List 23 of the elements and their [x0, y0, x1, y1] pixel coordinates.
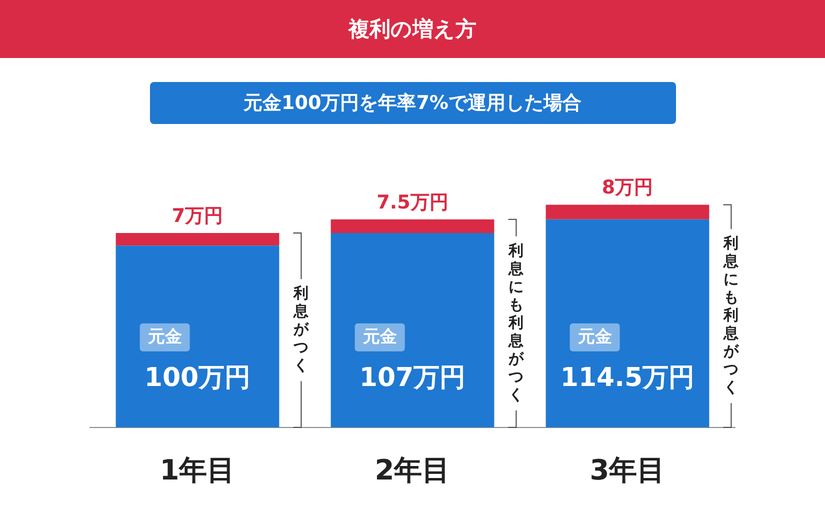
text: 利息にも利息がつく: [508, 241, 524, 404]
chart-title: 複利の増え方: [0, 0, 825, 58]
bar: [330, 219, 494, 233]
data-label: 107万円: [359, 363, 466, 394]
data-label: 8万円: [602, 176, 654, 199]
bar: [116, 246, 280, 428]
annotation: 利息がつく: [292, 284, 310, 374]
bar: [116, 232, 280, 246]
data-label: 114.5万円: [560, 363, 695, 394]
bar: [546, 219, 710, 428]
text: 元金: [578, 326, 612, 347]
series-label: 元金: [362, 326, 397, 347]
bar: [330, 232, 494, 428]
text: 元金: [148, 326, 182, 347]
chart-subtitle: 元金100万円を年率7%で運用した場合: [150, 82, 676, 124]
text: 利息にも利息がつく: [724, 234, 739, 396]
x-tick-label: 2年目: [374, 453, 450, 486]
data-label: 100万円: [144, 363, 251, 394]
x-tick-label: 3年目: [590, 453, 666, 486]
data-label: 7万円: [172, 204, 224, 227]
bar: [546, 204, 710, 220]
x-tick-label: 1年目: [160, 453, 236, 486]
data-label: 7.5万円: [376, 191, 448, 214]
